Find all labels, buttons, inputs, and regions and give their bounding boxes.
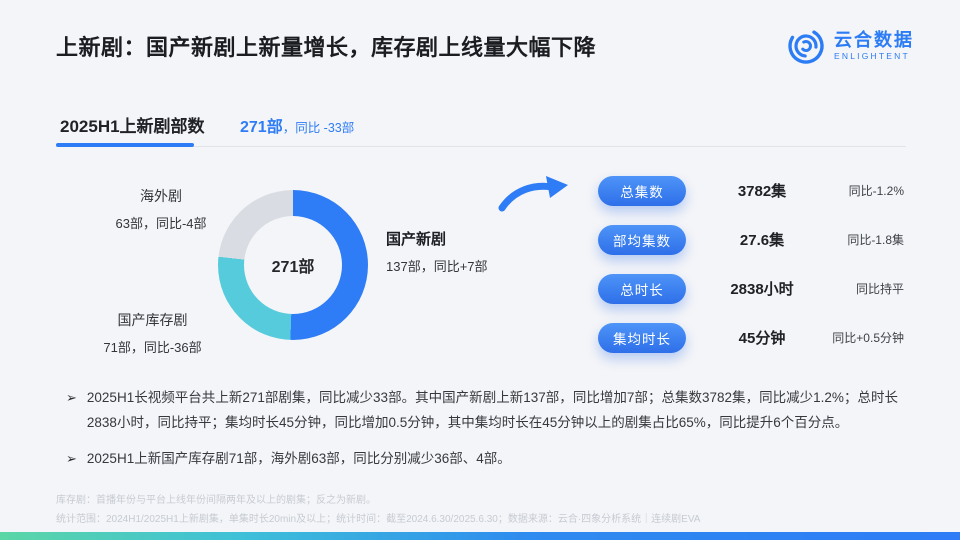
brand-logo: 云合数据 ENLIGHTENT bbox=[786, 26, 914, 66]
segment-label-overseas: 海外剧 63部，同比-4部 bbox=[100, 186, 222, 232]
segment-label-domestic-new: 国产新剧 137部，同比+7部 bbox=[386, 228, 566, 275]
bullet-arrow-icon: ➢ bbox=[66, 390, 77, 405]
metric-row-avg-episodes: 部均集数 27.6集 同比-1.8集 bbox=[598, 215, 904, 264]
logo-text: 云合数据 ENLIGHTENT bbox=[834, 29, 914, 62]
segment-name-overseas: 海外剧 bbox=[140, 188, 182, 204]
footnote-definition: 库存剧：首播年份与平台上线年份间隔两年及以上的剧集；反之为新剧。 bbox=[56, 495, 376, 506]
footnote-scope-source: 统计范围：2024H1/2025H1上新剧集，单集时长20min及以上；统计时间… bbox=[56, 514, 701, 525]
metric-row-total-episodes: 总集数 3782集 同比-1.2% bbox=[598, 166, 904, 215]
summary-bullets: ➢ 2025H1长视频平台共上新271部剧集，同比减少33部。其中国产新剧上新1… bbox=[66, 386, 898, 483]
bullet-text-2: 2025H1上新国产库存剧71部，海外剧63部，同比分别减少36部、4部。 bbox=[86, 450, 511, 466]
tab-active-underline bbox=[56, 143, 194, 147]
metric-delta-total-episodes: 同比-1.2% bbox=[848, 184, 904, 198]
metric-pill-avg-duration: 集均时长 bbox=[598, 322, 686, 353]
metric-value-total-episodes: 3782集 bbox=[737, 183, 787, 200]
metric-delta-avg-episodes: 同比-1.8集 bbox=[847, 233, 904, 247]
tab-2025h1-new-drama-count[interactable]: 2025H1上新剧部数 bbox=[60, 117, 205, 136]
bottom-gradient-bar bbox=[0, 532, 960, 540]
page-title: 上新剧：国产新剧上新量增长，库存剧上线量大幅下降 bbox=[56, 35, 597, 60]
donut-hole: 271部 bbox=[244, 216, 342, 314]
donut-center-label: 271部 bbox=[271, 259, 315, 276]
metric-value-avg-episodes: 27.6集 bbox=[739, 232, 785, 249]
metric-row-avg-duration: 集均时长 45分钟 同比+0.5分钟 bbox=[598, 313, 904, 362]
bullet-text-1: 2025H1长视频平台共上新271部剧集，同比减少33部。其中国产新剧上新137… bbox=[86, 390, 898, 430]
bullet-arrow-icon: ➢ bbox=[66, 450, 77, 466]
segment-name-domestic-new: 国产新剧 bbox=[386, 231, 447, 248]
segment-name-inventory: 国产库存剧 bbox=[117, 312, 188, 328]
bullet-item-1: ➢ 2025H1长视频平台共上新271部剧集，同比减少33部。其中国产新剧上新1… bbox=[66, 386, 898, 436]
metric-pill-total-duration: 总时长 bbox=[598, 273, 686, 304]
segment-label-inventory: 国产库存剧 71部，同比-36部 bbox=[80, 310, 225, 356]
donut-chart: 271部 bbox=[218, 190, 368, 340]
metric-pill-total-episodes: 总集数 bbox=[598, 175, 686, 206]
enlightent-logo-icon bbox=[788, 28, 824, 64]
metric-delta-total-duration: 同比持平 bbox=[855, 282, 904, 296]
segment-detail-domestic-new: 137部，同比+7部 bbox=[386, 259, 488, 274]
metric-delta-avg-duration: 同比+0.5分钟 bbox=[832, 331, 904, 345]
logo-subtitle: ENLIGHTENT bbox=[834, 51, 910, 62]
header-divider bbox=[56, 146, 906, 147]
metric-value-total-duration: 2838小时 bbox=[730, 281, 794, 298]
metric-value-avg-duration: 45分钟 bbox=[738, 330, 786, 347]
segment-detail-inventory: 71部，同比-36部 bbox=[103, 340, 202, 355]
total-yoy-delta: ，同比 -33部 bbox=[282, 121, 355, 135]
right-arrow-icon bbox=[498, 176, 568, 212]
bullet-item-2: ➢ 2025H1上新国产库存剧71部，海外剧63部，同比分别减少36部、4部。 bbox=[66, 447, 898, 472]
segment-detail-overseas: 63部，同比-4部 bbox=[115, 216, 207, 231]
metrics-panel: 总集数 3782集 同比-1.2% 部均集数 27.6集 同比-1.8集 总时长… bbox=[598, 166, 904, 362]
logo-name: 云合数据 bbox=[834, 29, 914, 50]
footnotes: 库存剧：首播年份与平台上线年份间隔两年及以上的剧集；反之为新剧。 统计范围：20… bbox=[56, 491, 916, 529]
header-total-stat: 271部 ，同比 -33部 bbox=[240, 113, 354, 137]
metric-row-total-duration: 总时长 2838小时 同比持平 bbox=[598, 264, 904, 313]
total-count: 271部 bbox=[240, 119, 283, 136]
metric-pill-avg-episodes: 部均集数 bbox=[598, 224, 686, 255]
